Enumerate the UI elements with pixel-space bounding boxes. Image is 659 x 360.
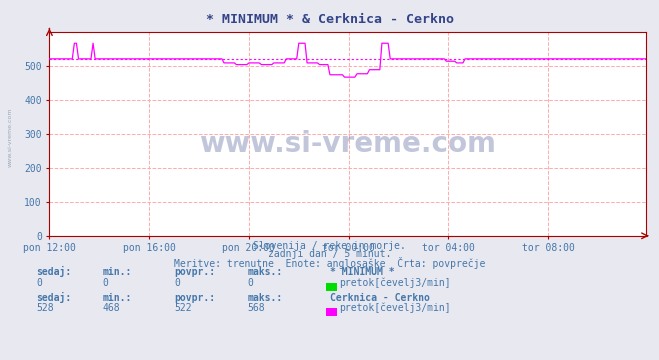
Text: 0: 0: [247, 278, 253, 288]
Text: povpr.:: povpr.:: [175, 267, 215, 278]
Text: www.si-vreme.com: www.si-vreme.com: [8, 107, 13, 167]
Text: * MINIMUM *: * MINIMUM *: [330, 267, 394, 278]
Text: maks.:: maks.:: [247, 293, 282, 303]
Text: sedaj:: sedaj:: [36, 266, 71, 278]
Text: Cerknica - Cerkno: Cerknica - Cerkno: [330, 293, 430, 303]
Text: maks.:: maks.:: [247, 267, 282, 278]
Text: pretok[čevelj3/min]: pretok[čevelj3/min]: [339, 303, 451, 314]
Text: pretok[čevelj3/min]: pretok[čevelj3/min]: [339, 278, 451, 288]
Text: Slovenija / reke in morje.: Slovenija / reke in morje.: [253, 241, 406, 251]
Text: * MINIMUM * & Cerknica - Cerkno: * MINIMUM * & Cerknica - Cerkno: [206, 13, 453, 26]
Text: min.:: min.:: [102, 267, 132, 278]
Text: 568: 568: [247, 303, 265, 314]
Text: 0: 0: [175, 278, 181, 288]
Text: sedaj:: sedaj:: [36, 292, 71, 303]
Text: 0: 0: [36, 278, 42, 288]
Text: 528: 528: [36, 303, 54, 314]
Text: zadnji dan / 5 minut.: zadnji dan / 5 minut.: [268, 249, 391, 259]
Text: 0: 0: [102, 278, 108, 288]
Text: www.si-vreme.com: www.si-vreme.com: [199, 130, 496, 158]
Text: min.:: min.:: [102, 293, 132, 303]
Text: 468: 468: [102, 303, 120, 314]
Text: 522: 522: [175, 303, 192, 314]
Text: povpr.:: povpr.:: [175, 293, 215, 303]
Text: Meritve: trenutne  Enote: anglosaške  Črta: povprečje: Meritve: trenutne Enote: anglosaške Črta…: [174, 257, 485, 269]
